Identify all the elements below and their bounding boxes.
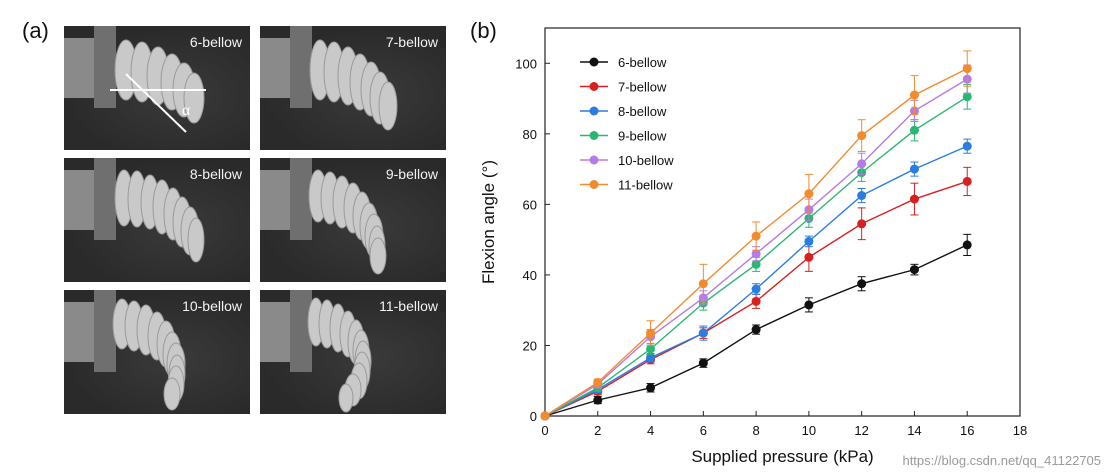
- alpha-label: α: [182, 102, 191, 118]
- data-point: [540, 411, 550, 421]
- x-tick-label: 12: [854, 423, 868, 438]
- actuator-image: [260, 26, 398, 131]
- data-point: [909, 90, 919, 100]
- legend-marker: [589, 106, 599, 116]
- data-point: [646, 328, 656, 338]
- y-tick-label: 100: [515, 56, 537, 71]
- x-tick-label: 14: [907, 423, 921, 438]
- data-point: [909, 265, 919, 275]
- data-point: [593, 395, 603, 405]
- photo-caption: 11-bellow: [379, 298, 438, 314]
- series-11-bellow: [540, 50, 972, 421]
- data-point: [804, 189, 814, 199]
- photo-7-bellow: 7-bellow: [260, 26, 446, 150]
- y-tick-label: 80: [523, 127, 537, 142]
- legend-marker: [589, 180, 599, 189]
- panel-a-label: (a): [22, 18, 49, 43]
- x-tick-label: 10: [802, 423, 816, 438]
- legend-label: 9-bellow: [618, 129, 667, 144]
- data-point: [962, 92, 972, 102]
- x-axis-label: Supplied pressure (kPa): [691, 447, 873, 466]
- photo-caption: 10-bellow: [182, 298, 242, 314]
- y-tick-label: 0: [530, 409, 537, 424]
- actuator-image: [260, 158, 387, 275]
- x-tick-label: 2: [594, 423, 601, 438]
- photo-caption: 6-bellow: [189, 34, 242, 50]
- photo-10-bellow: 10-bellow: [64, 290, 250, 414]
- y-tick-label: 20: [523, 338, 537, 353]
- data-point: [751, 296, 761, 306]
- photo-9-bellow: 9-bellow: [260, 158, 446, 282]
- actuator-image: [64, 158, 205, 263]
- data-point: [962, 64, 972, 74]
- data-point: [646, 344, 656, 354]
- data-point: [857, 279, 867, 289]
- legend-marker: [589, 57, 599, 67]
- data-point: [751, 249, 761, 259]
- photo-8-bellow: 8-bellow: [64, 158, 250, 282]
- data-point: [909, 194, 919, 204]
- photo-caption: 8-bellow: [189, 166, 242, 182]
- data-point: [646, 383, 656, 393]
- y-tick-label: 40: [523, 268, 537, 283]
- x-tick-label: 6: [700, 423, 707, 438]
- legend-marker: [589, 131, 599, 140]
- x-tick-label: 8: [752, 423, 759, 438]
- legend-marker: [589, 155, 599, 165]
- data-point: [804, 300, 814, 310]
- data-point: [962, 240, 972, 250]
- data-point: [698, 358, 708, 368]
- actuator-image: [260, 290, 372, 413]
- data-point: [593, 377, 603, 387]
- data-point: [857, 219, 867, 229]
- data-point: [751, 259, 761, 269]
- photo-6-bellow: 6-bellow α: [64, 26, 250, 150]
- actuator-image: [64, 290, 186, 411]
- x-tick-label: 0: [541, 423, 548, 438]
- data-point: [804, 252, 814, 262]
- y-axis-label: Flexion angle (°): [479, 160, 498, 284]
- x-tick-label: 4: [647, 423, 654, 438]
- data-point: [909, 125, 919, 135]
- legend-label: 8-bellow: [618, 104, 667, 119]
- data-point: [646, 353, 656, 363]
- data-point: [857, 159, 867, 169]
- legend-label: 10-bellow: [618, 153, 674, 168]
- actuator-image: [64, 26, 206, 133]
- data-point: [962, 141, 972, 151]
- legend-label: 7-bellow: [618, 80, 667, 95]
- y-tick-label: 60: [523, 197, 537, 212]
- data-point: [751, 284, 761, 294]
- data-point: [751, 325, 761, 335]
- data-point: [804, 236, 814, 246]
- legend-label: 6-bellow: [618, 55, 667, 70]
- data-point: [857, 131, 867, 141]
- data-point: [962, 176, 972, 186]
- plot-frame: [544, 27, 1021, 417]
- data-point: [751, 231, 761, 241]
- data-point: [698, 328, 708, 338]
- watermark: https://blog.csdn.net/qq_41122705: [902, 453, 1101, 468]
- data-point: [698, 279, 708, 289]
- data-point: [857, 191, 867, 201]
- panel-b-label: (b): [470, 18, 497, 43]
- data-point: [909, 164, 919, 174]
- legend-marker: [589, 82, 599, 91]
- photo-caption: 9-bellow: [385, 166, 438, 182]
- photo-caption: 7-bellow: [385, 34, 438, 50]
- x-tick-label: 16: [960, 423, 974, 438]
- photo-11-bellow: 11-bellow: [260, 290, 446, 414]
- x-tick-label: 18: [1013, 423, 1027, 438]
- legend-label: 11-bellow: [618, 178, 673, 193]
